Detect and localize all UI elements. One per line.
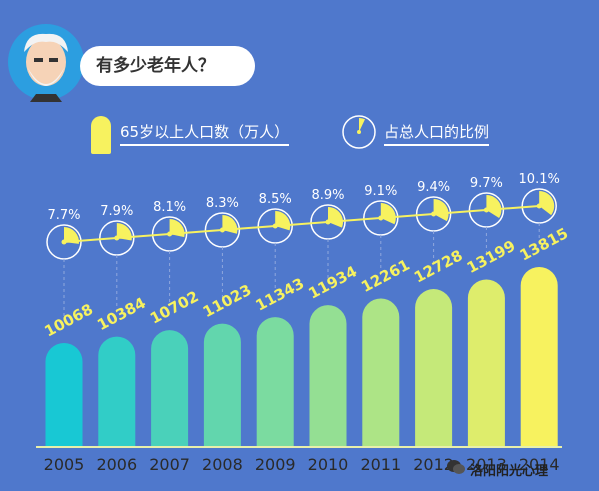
bar-value-label: 12728 — [411, 246, 466, 286]
bar-2009 — [256, 317, 294, 446]
bar-value-label: 10384 — [94, 294, 149, 334]
legend-population-swatch — [91, 116, 111, 154]
bar-value-label: 10068 — [41, 300, 96, 340]
bar-2012 — [415, 289, 453, 446]
x-tick-label: 2011 — [360, 455, 401, 474]
bar-value-label: 11343 — [253, 274, 308, 314]
bar-value-label: 11934 — [305, 262, 360, 302]
bar-2005 — [45, 343, 83, 446]
x-tick-label: 2012 — [413, 455, 454, 474]
legend-population-label: 65岁以上人口数（万人） — [120, 121, 290, 146]
bar-value-label: 10702 — [147, 287, 202, 327]
ratio-label: 8.1% — [153, 200, 186, 215]
x-tick-label: 2008 — [202, 455, 243, 474]
x-tick-label: 2006 — [96, 455, 137, 474]
old-man-avatar-icon — [6, 22, 86, 102]
ratio-trend-line — [63, 205, 540, 243]
bar-2010 — [309, 305, 347, 446]
bar-2007 — [151, 330, 189, 446]
bar-2008 — [203, 323, 241, 446]
ratio-label: 8.3% — [206, 196, 239, 211]
ratio-label: 7.9% — [100, 204, 133, 219]
ratio-label: 9.7% — [470, 176, 503, 191]
ratio-wedge — [380, 203, 396, 225]
bar-2013 — [467, 279, 505, 446]
ratio-label: 9.1% — [364, 184, 397, 199]
ratio-wedge — [116, 223, 132, 241]
legend-ratio-label: 占总人口的比例 — [384, 121, 490, 146]
legend-ratio-dial-icon — [341, 114, 377, 150]
bar-2006 — [98, 336, 136, 446]
x-tick-label: 2010 — [308, 455, 349, 474]
bar-value-label: 11023 — [200, 281, 255, 321]
source-credit: 洛阳阳光心理 — [470, 464, 549, 479]
ratio-label: 7.7% — [47, 208, 80, 223]
page-title: 有多少老年人？ — [80, 46, 255, 86]
bar-2011 — [362, 298, 400, 446]
ratio-label: 8.9% — [311, 188, 344, 203]
ratio-wedge — [486, 195, 502, 218]
ratio-label: 10.1% — [519, 172, 560, 187]
ratio-wedge — [64, 227, 79, 244]
wechat-icon — [446, 458, 466, 476]
x-tick-label: 2013 — [466, 455, 507, 474]
x-tick-label: 2009 — [255, 455, 296, 474]
bar-value-label: 12261 — [358, 256, 413, 296]
ratio-label: 9.4% — [417, 180, 450, 195]
ratio-wedge — [539, 191, 555, 216]
bar-value-label: 13815 — [517, 224, 572, 264]
ratio-label: 8.5% — [259, 192, 292, 207]
ratio-wedge — [433, 199, 449, 222]
x-tick-label: 2007 — [149, 455, 190, 474]
bar-value-label: 13199 — [464, 237, 519, 277]
x-tick-label: 2005 — [44, 455, 85, 474]
bar-2014 — [520, 267, 558, 446]
x-tick-label: 2014 — [519, 455, 560, 474]
